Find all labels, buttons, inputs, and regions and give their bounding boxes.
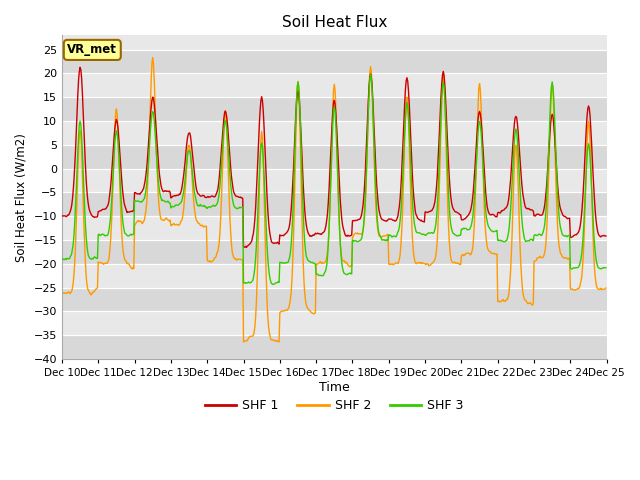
Bar — [62, 73, 607, 97]
Bar — [62, 288, 607, 312]
Bar — [62, 168, 607, 192]
Bar — [62, 121, 607, 145]
Bar — [62, 97, 607, 121]
Legend: SHF 1, SHF 2, SHF 3: SHF 1, SHF 2, SHF 3 — [200, 395, 469, 418]
Bar — [62, 335, 607, 359]
Title: Soil Heat Flux: Soil Heat Flux — [282, 15, 387, 30]
Bar — [62, 312, 607, 335]
Bar — [62, 145, 607, 168]
Bar — [62, 264, 607, 288]
X-axis label: Time: Time — [319, 381, 349, 394]
Bar — [62, 240, 607, 264]
Bar — [62, 216, 607, 240]
Text: VR_met: VR_met — [67, 43, 117, 57]
Y-axis label: Soil Heat Flux (W/m2): Soil Heat Flux (W/m2) — [15, 132, 28, 262]
Bar — [62, 192, 607, 216]
Bar — [62, 49, 607, 73]
